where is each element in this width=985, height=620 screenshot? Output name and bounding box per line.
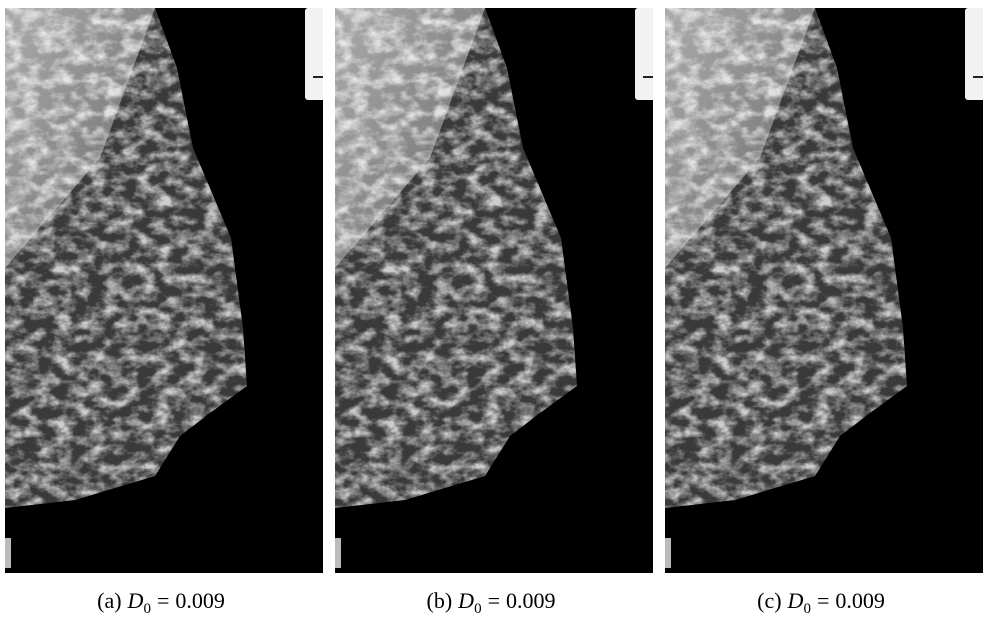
caption-value: 0.009 <box>835 588 885 613</box>
caption-symbol: D <box>127 588 144 613</box>
mammogram-image <box>5 8 323 573</box>
mammogram-image <box>335 8 653 573</box>
caption-subscript: 0 <box>143 601 151 617</box>
caption-relation: = <box>156 588 170 613</box>
caption: (c) D0 = 0.009 <box>665 588 983 618</box>
caption-symbol: D <box>787 588 804 613</box>
image <box>335 8 653 573</box>
caption-label: (b) <box>426 588 453 613</box>
caption-label: (c) <box>757 588 782 613</box>
caption-relation: = <box>487 588 500 613</box>
caption-value: 0.009 <box>175 588 225 613</box>
image <box>5 8 323 573</box>
mammogram-image <box>665 8 983 573</box>
caption-subscript: 0 <box>803 601 811 617</box>
image <box>665 8 983 573</box>
caption-value: 0.009 <box>505 588 556 613</box>
caption-symbol: D <box>458 588 475 613</box>
caption-label: (a) <box>97 588 122 613</box>
caption: (b) D0 = 0.009 <box>335 588 653 618</box>
caption-relation: = <box>816 588 830 613</box>
caption: (a) D0 = 0.009 <box>5 588 323 618</box>
caption-subscript: 0 <box>474 601 482 617</box>
